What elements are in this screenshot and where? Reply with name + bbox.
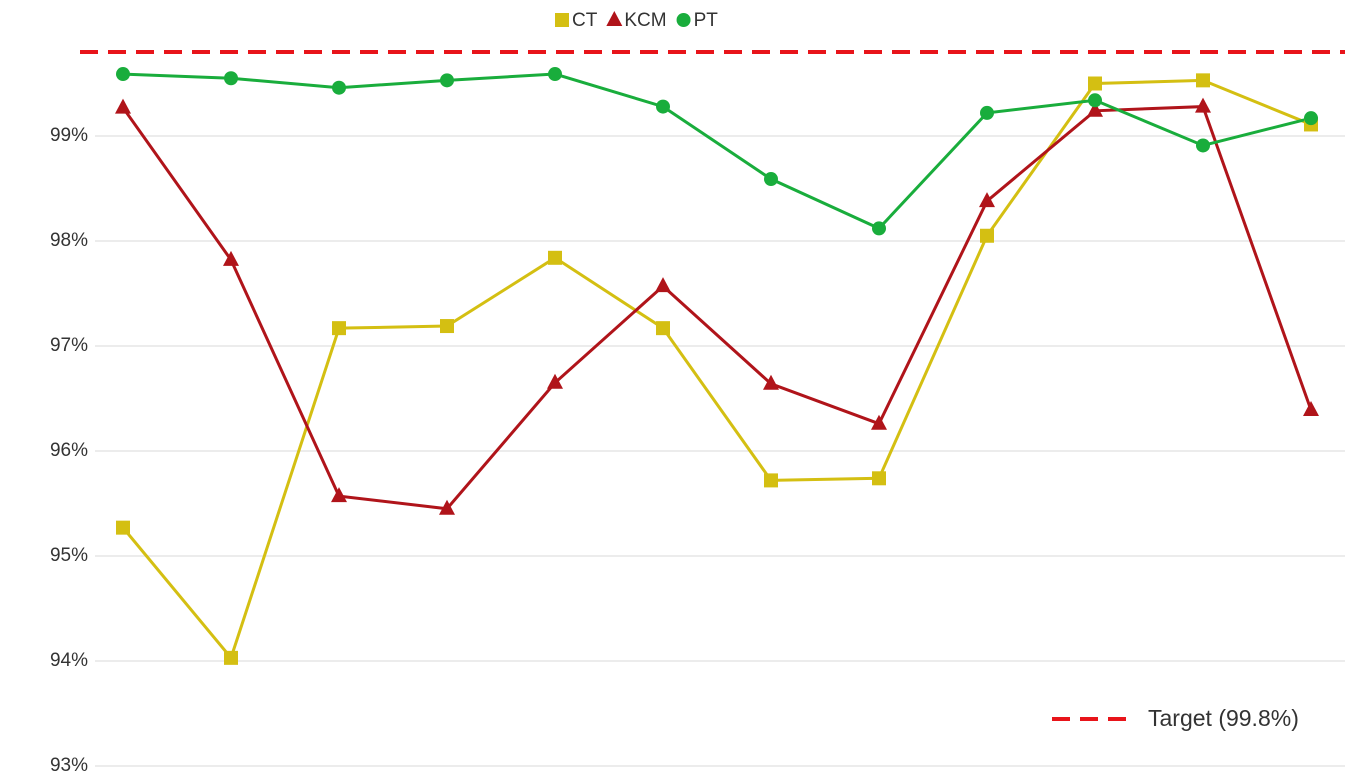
data-point [332,80,346,95]
data-point [224,650,238,665]
data-point [979,192,995,208]
data-point [115,98,131,114]
data-point [224,71,238,86]
y-tick-label: 99% [50,125,88,146]
data-point [1087,101,1103,117]
data-point [656,99,670,114]
data-point [1088,93,1102,108]
series-line [122,72,1312,231]
data-point [980,228,994,243]
data-point [763,374,779,390]
legend-label: CT [572,10,598,31]
data-point [548,250,562,265]
data-point [1196,138,1210,153]
data-point [331,487,347,503]
data-point [547,373,563,389]
y-tick-label: 94% [50,650,88,671]
data-point [332,321,346,336]
y-tick-label: 98% [50,230,88,251]
legend-marker [676,13,691,27]
data-point [1088,76,1102,91]
data-point [116,67,130,82]
y-tick-label: 93% [50,755,88,776]
legend-marker [555,13,569,27]
legend-label: KCM [624,10,666,31]
data-point [440,319,454,334]
data-point [440,73,454,88]
data-point [764,473,778,488]
data-point [223,250,239,266]
data-point [1195,97,1211,113]
legend-marker [606,11,623,26]
data-point [872,471,886,486]
data-point [655,277,671,293]
data-point [656,321,670,336]
y-tick-label: 95% [50,545,88,566]
data-point [439,499,455,515]
data-point [548,67,562,82]
data-point [1304,111,1318,126]
y-tick-label: 97% [50,335,88,356]
y-tick-label: 96% [50,440,88,461]
data-point [872,221,886,236]
data-point [764,172,778,187]
series-line [121,78,1312,661]
data-point [871,414,887,430]
data-point [1196,73,1210,88]
data-point [980,105,994,120]
data-point [116,520,130,535]
target-legend-label: Target (99.8%) [1148,705,1299,731]
data-point [1303,401,1319,417]
series-line [121,105,1313,511]
legend-label: PT [694,10,719,31]
